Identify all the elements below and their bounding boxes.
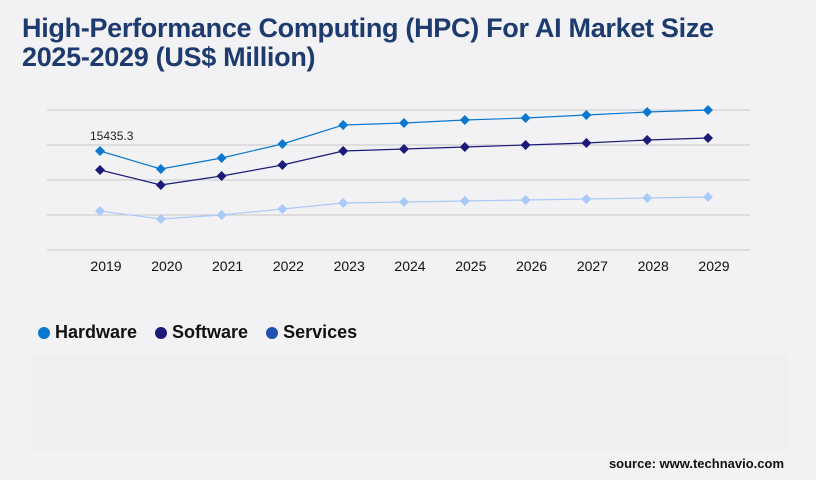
- data-point-services: [155, 214, 166, 225]
- legend: Hardware Software Services: [38, 322, 357, 343]
- data-point-hardware: [155, 163, 166, 174]
- x-tick-label: 2019: [90, 258, 121, 274]
- data-point-hardware: [642, 107, 653, 118]
- x-tick-label: 2020: [151, 258, 182, 274]
- data-point-software: [399, 144, 409, 155]
- data-point-services: [216, 210, 227, 221]
- data-point-software: [581, 138, 592, 149]
- data-point-software: [520, 140, 531, 151]
- legend-item-services: Services: [266, 322, 357, 343]
- legend-label: Software: [172, 322, 249, 342]
- x-tick-label: 2024: [394, 258, 425, 274]
- data-point-services: [520, 195, 531, 206]
- source-note: source: www.technavio.com: [608, 456, 784, 471]
- x-tick-label: 2023: [334, 258, 365, 274]
- data-point-software: [703, 133, 713, 144]
- data-point-services: [642, 193, 653, 204]
- data-point-software: [216, 171, 227, 182]
- legend-label: Hardware: [55, 322, 138, 342]
- data-point-services: [399, 197, 409, 208]
- x-tick-label: 2021: [212, 258, 243, 274]
- data-point-hardware: [216, 152, 227, 163]
- data-label: 15435.3: [90, 129, 134, 143]
- data-point-software: [155, 179, 166, 190]
- data-point-services: [459, 196, 470, 207]
- data-point-services: [703, 192, 713, 203]
- data-point-hardware: [95, 145, 105, 156]
- x-tick-label: 2025: [455, 258, 486, 274]
- data-point-hardware: [277, 139, 288, 150]
- legend-marker: [155, 326, 168, 339]
- legend-item-hardware: Hardware: [38, 322, 137, 343]
- data-point-hardware: [399, 118, 409, 129]
- data-point-services: [95, 206, 105, 217]
- legend-item-software: Software: [155, 322, 248, 343]
- x-tick-label: 2022: [273, 258, 304, 274]
- data-point-software: [277, 160, 288, 171]
- data-point-software: [95, 165, 105, 176]
- legend-marker: [38, 326, 50, 339]
- x-tick-label: 2027: [577, 258, 608, 274]
- data-point-services: [338, 198, 349, 209]
- legend-label: Services: [283, 322, 358, 342]
- legend-marker: [266, 326, 279, 339]
- data-point-services: [581, 194, 592, 205]
- x-tick-label: 2026: [516, 258, 547, 274]
- x-tick-label: 2028: [638, 258, 669, 274]
- data-point-hardware: [703, 105, 713, 115]
- background-panel: [32, 355, 787, 450]
- data-point-hardware: [581, 109, 592, 120]
- data-point-hardware: [459, 114, 470, 125]
- data-point-software: [642, 135, 653, 146]
- data-point-software: [459, 142, 470, 153]
- data-point-services: [277, 204, 288, 215]
- x-tick-label: 2029: [698, 258, 729, 274]
- data-point-hardware: [520, 112, 531, 123]
- data-point-hardware: [338, 120, 349, 131]
- chart-title: High-Performance Computing (HPC) For AI …: [22, 13, 714, 72]
- data-point-software: [338, 145, 349, 156]
